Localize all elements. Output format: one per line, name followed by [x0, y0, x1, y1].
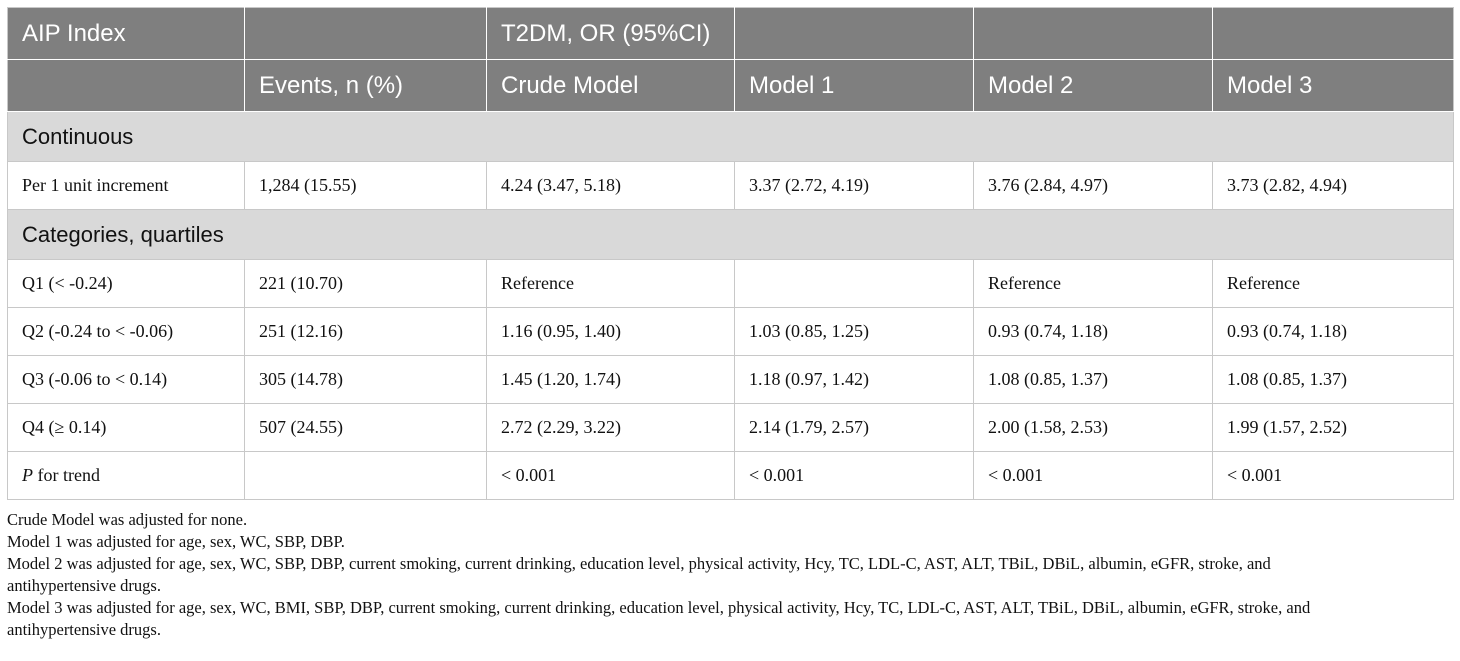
model-3-cell: 1.99 (1.57, 2.52): [1212, 403, 1454, 452]
model-1-cell: 2.14 (1.79, 2.57): [734, 403, 974, 452]
header-events: Events, n (%): [244, 59, 487, 112]
p-trend-label-rest: for trend: [33, 465, 100, 485]
model-2-cell: 1.08 (0.85, 1.37): [973, 355, 1213, 404]
table-row-p-trend: P for trend < 0.001 < 0.001 < 0.001 < 0.…: [7, 451, 1454, 500]
model-3-cell: 3.73 (2.82, 4.94): [1212, 161, 1454, 210]
model-3-cell: < 0.001: [1212, 451, 1454, 500]
events-cell: [244, 451, 487, 500]
events-cell: 507 (24.55): [244, 403, 487, 452]
model-1-cell: < 0.001: [734, 451, 974, 500]
model-3-cell: Reference: [1212, 259, 1454, 308]
row-label-p-trend: P for trend: [7, 451, 245, 500]
header-blank-1: [244, 7, 487, 60]
crude-model-cell: < 0.001: [486, 451, 735, 500]
events-cell: 1,284 (15.55): [244, 161, 487, 210]
table-row: Q2 (-0.24 to < -0.06) 251 (12.16) 1.16 (…: [7, 307, 1454, 356]
header-model-1: Model 1: [734, 59, 974, 112]
table-body: Continuous Per 1 unit increment 1,284 (1…: [7, 111, 1454, 500]
events-cell: 305 (14.78): [244, 355, 487, 404]
row-label: Per 1 unit increment: [7, 161, 245, 210]
header-row-1: AIP Index T2DM, OR (95%CI): [7, 7, 1454, 60]
table-footnotes: Crude Model was adjusted for none. Model…: [7, 509, 1457, 641]
section-label-categories: Categories, quartiles: [7, 209, 1454, 260]
footnote-line: Model 2 was adjusted for age, sex, WC, S…: [7, 554, 1271, 573]
header-row-2: Events, n (%) Crude Model Model 1 Model …: [7, 59, 1454, 112]
table-row: Q3 (-0.06 to < 0.14) 305 (14.78) 1.45 (1…: [7, 355, 1454, 404]
crude-model-cell: 4.24 (3.47, 5.18): [486, 161, 735, 210]
crude-model-cell: 1.45 (1.20, 1.74): [486, 355, 735, 404]
table-row: Per 1 unit increment 1,284 (15.55) 4.24 …: [7, 161, 1454, 210]
model-1-cell: [734, 259, 974, 308]
row-label: Q2 (-0.24 to < -0.06): [7, 307, 245, 356]
model-1-cell: 1.03 (0.85, 1.25): [734, 307, 974, 356]
crude-model-cell: 2.72 (2.29, 3.22): [486, 403, 735, 452]
crude-model-cell: 1.16 (0.95, 1.40): [486, 307, 735, 356]
section-row-categories: Categories, quartiles: [7, 209, 1454, 260]
footnote-line: Model 1 was adjusted for age, sex, WC, S…: [7, 532, 345, 551]
model-1-cell: 1.18 (0.97, 1.42): [734, 355, 974, 404]
header-model-3: Model 3: [1212, 59, 1454, 112]
model-2-cell: 0.93 (0.74, 1.18): [973, 307, 1213, 356]
header-crude-model: Crude Model: [486, 59, 735, 112]
results-table-container: AIP Index T2DM, OR (95%CI) Events, n (%)…: [7, 7, 1454, 500]
results-table: AIP Index T2DM, OR (95%CI) Events, n (%)…: [7, 7, 1454, 500]
model-2-cell: 2.00 (1.58, 2.53): [973, 403, 1213, 452]
header-model-2: Model 2: [973, 59, 1213, 112]
model-2-cell: Reference: [973, 259, 1213, 308]
header-t2dm-or: T2DM, OR (95%CI): [486, 7, 735, 60]
row-label: Q4 (≥ 0.14): [7, 403, 245, 452]
model-2-cell: 3.76 (2.84, 4.97): [973, 161, 1213, 210]
header-blank-5: [1212, 7, 1454, 60]
section-row-continuous: Continuous: [7, 111, 1454, 162]
footnote-line: Model 3 was adjusted for age, sex, WC, B…: [7, 598, 1311, 617]
model-3-cell: 0.93 (0.74, 1.18): [1212, 307, 1454, 356]
header-blank-3: [734, 7, 974, 60]
footnote-line: antihypertensive drugs.: [7, 620, 161, 639]
section-label-continuous: Continuous: [7, 111, 1454, 162]
footnote-line: antihypertensive drugs.: [7, 576, 161, 595]
events-cell: 251 (12.16): [244, 307, 487, 356]
row-label: Q1 (< -0.24): [7, 259, 245, 308]
table-row: Q4 (≥ 0.14) 507 (24.55) 2.72 (2.29, 3.22…: [7, 403, 1454, 452]
crude-model-cell: Reference: [486, 259, 735, 308]
model-1-cell: 3.37 (2.72, 4.19): [734, 161, 974, 210]
table-header: AIP Index T2DM, OR (95%CI) Events, n (%)…: [7, 7, 1454, 112]
p-italic-label: P: [22, 465, 33, 485]
header-aip-index: AIP Index: [7, 7, 245, 60]
model-2-cell: < 0.001: [973, 451, 1213, 500]
model-3-cell: 1.08 (0.85, 1.37): [1212, 355, 1454, 404]
header-blank-4: [973, 7, 1213, 60]
table-row: Q1 (< -0.24) 221 (10.70) Reference Refer…: [7, 259, 1454, 308]
row-label: Q3 (-0.06 to < 0.14): [7, 355, 245, 404]
header-blank-0: [7, 59, 245, 112]
events-cell: 221 (10.70): [244, 259, 487, 308]
footnote-line: Crude Model was adjusted for none.: [7, 510, 248, 529]
